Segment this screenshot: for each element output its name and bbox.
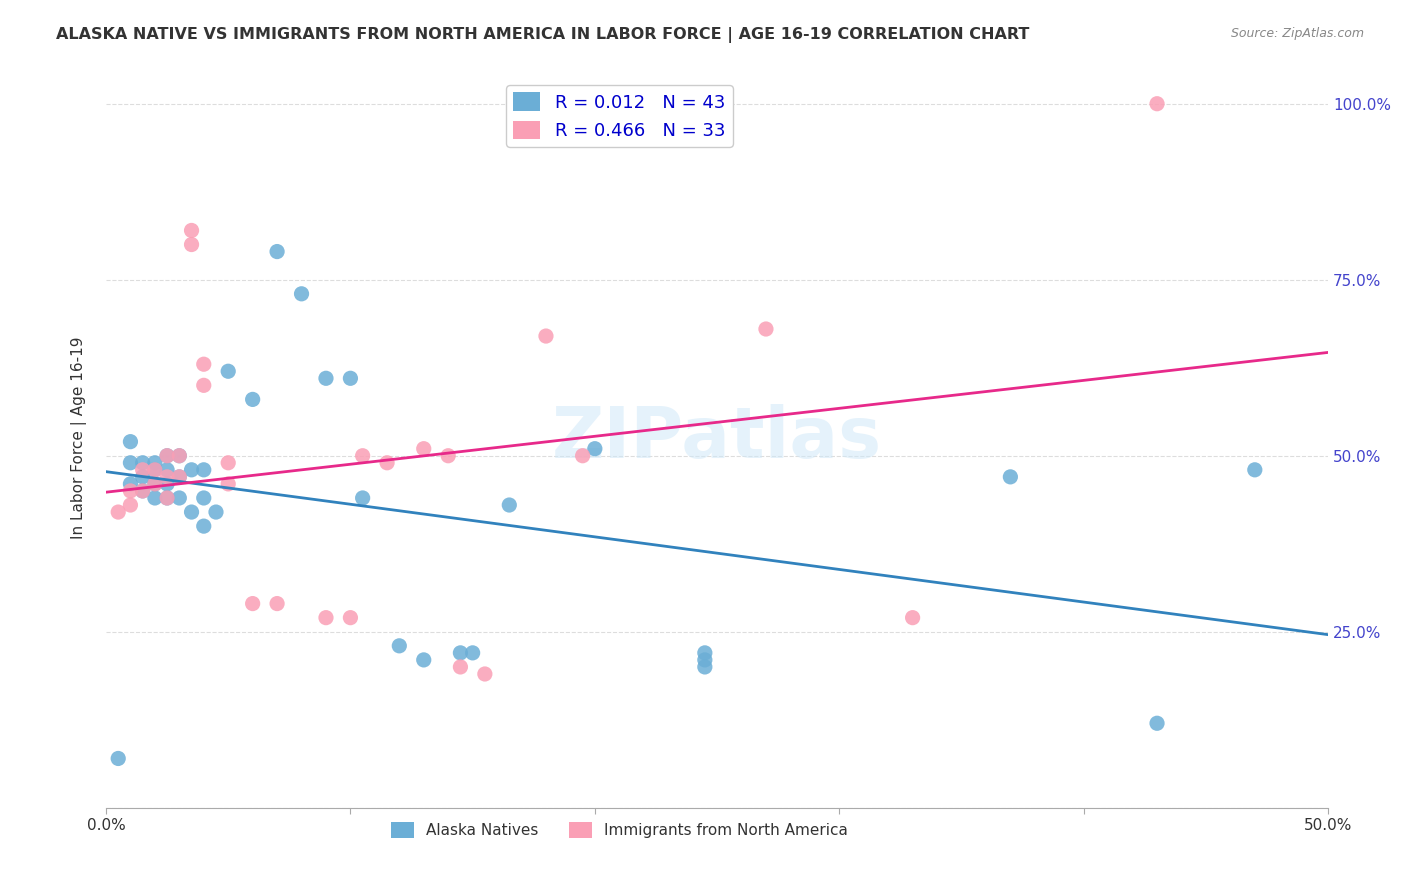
Alaska Natives (193, 491, 215, 505)
Alaska Natives (120, 434, 142, 449)
Alaska Natives (169, 449, 191, 463)
Immigrants from North America (131, 463, 153, 477)
Alaska Natives (388, 639, 411, 653)
Immigrants from North America (534, 329, 557, 343)
Text: ZIPatlas: ZIPatlas (553, 404, 882, 473)
Alaska Natives (143, 476, 166, 491)
Alaska Natives (583, 442, 606, 456)
Alaska Natives (315, 371, 337, 385)
Immigrants from North America (571, 449, 593, 463)
Alaska Natives (143, 463, 166, 477)
Immigrants from North America (1146, 96, 1168, 111)
Immigrants from North America (156, 470, 179, 484)
Immigrants from North America (339, 610, 361, 624)
Alaska Natives (339, 371, 361, 385)
Alaska Natives (461, 646, 484, 660)
Immigrants from North America (180, 223, 202, 237)
Alaska Natives (180, 463, 202, 477)
Alaska Natives (193, 463, 215, 477)
Immigrants from North America (131, 483, 153, 498)
Alaska Natives (217, 364, 239, 378)
Immigrants from North America (156, 449, 179, 463)
Alaska Natives (180, 505, 202, 519)
Immigrants from North America (193, 357, 215, 371)
Alaska Natives (693, 660, 716, 674)
Alaska Natives (693, 653, 716, 667)
Alaska Natives (290, 286, 312, 301)
Alaska Natives (205, 505, 228, 519)
Immigrants from North America (193, 378, 215, 392)
Immigrants from North America (217, 456, 239, 470)
Alaska Natives (1000, 470, 1022, 484)
Alaska Natives (131, 456, 153, 470)
Legend: Alaska Natives, Immigrants from North America: Alaska Natives, Immigrants from North Am… (385, 816, 853, 845)
Immigrants from North America (169, 470, 191, 484)
Alaska Natives (169, 470, 191, 484)
Immigrants from North America (449, 660, 471, 674)
Immigrants from North America (169, 449, 191, 463)
Alaska Natives (120, 456, 142, 470)
Immigrants from North America (180, 237, 202, 252)
Alaska Natives (193, 519, 215, 533)
Alaska Natives (131, 483, 153, 498)
Immigrants from North America (755, 322, 778, 336)
Alaska Natives (156, 491, 179, 505)
Alaska Natives (169, 491, 191, 505)
Y-axis label: In Labor Force | Age 16-19: In Labor Force | Age 16-19 (72, 337, 87, 540)
Text: ALASKA NATIVE VS IMMIGRANTS FROM NORTH AMERICA IN LABOR FORCE | AGE 16-19 CORREL: ALASKA NATIVE VS IMMIGRANTS FROM NORTH A… (56, 27, 1029, 43)
Text: Source: ZipAtlas.com: Source: ZipAtlas.com (1230, 27, 1364, 40)
Immigrants from North America (156, 491, 179, 505)
Immigrants from North America (412, 442, 434, 456)
Alaska Natives (1243, 463, 1265, 477)
Alaska Natives (120, 476, 142, 491)
Immigrants from North America (352, 449, 374, 463)
Immigrants from North America (143, 463, 166, 477)
Immigrants from North America (120, 498, 142, 512)
Alaska Natives (143, 456, 166, 470)
Alaska Natives (266, 244, 288, 259)
Alaska Natives (498, 498, 520, 512)
Alaska Natives (412, 653, 434, 667)
Immigrants from North America (437, 449, 460, 463)
Immigrants from North America (120, 483, 142, 498)
Immigrants from North America (217, 476, 239, 491)
Immigrants from North America (107, 505, 129, 519)
Alaska Natives (352, 491, 374, 505)
Alaska Natives (107, 751, 129, 765)
Immigrants from North America (375, 456, 398, 470)
Alaska Natives (156, 449, 179, 463)
Alaska Natives (693, 646, 716, 660)
Immigrants from North America (474, 667, 496, 681)
Alaska Natives (156, 463, 179, 477)
Alaska Natives (143, 491, 166, 505)
Immigrants from North America (315, 610, 337, 624)
Alaska Natives (131, 470, 153, 484)
Immigrants from North America (266, 597, 288, 611)
Immigrants from North America (143, 476, 166, 491)
Immigrants from North America (901, 610, 924, 624)
Alaska Natives (1146, 716, 1168, 731)
Immigrants from North America (242, 597, 264, 611)
Alaska Natives (449, 646, 471, 660)
Alaska Natives (242, 392, 264, 407)
Alaska Natives (156, 476, 179, 491)
